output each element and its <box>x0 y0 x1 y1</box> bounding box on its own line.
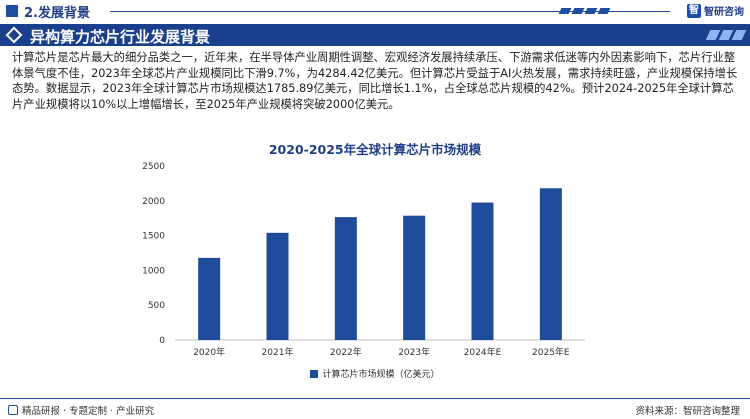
document-icon <box>8 405 18 415</box>
title-stripes-decoration <box>705 30 747 40</box>
x-tick-label: 2024年E <box>464 346 502 358</box>
y-axis: 0 500 1000 1500 2000 2500 <box>142 162 165 346</box>
page-title: 异构算力芯片行业发展背景 <box>30 28 211 46</box>
chart-title: 2020-2025年全球计算芯片市场规模 <box>268 142 482 157</box>
section-title: 2.发展背景 <box>24 6 90 21</box>
y-tick-label: 0 <box>159 336 165 346</box>
x-tick-label: 2020年 <box>193 346 225 358</box>
x-tick-label: 2025年E <box>532 346 570 358</box>
y-tick-label: 1000 <box>142 266 165 276</box>
chart-legend: 计算芯片市场规模（亿美元） <box>0 367 750 380</box>
footer-tagline: 精品研报 · 专题定制 · 产业研究 <box>22 406 155 417</box>
bar <box>403 215 426 340</box>
legend-swatch <box>310 370 319 378</box>
diamond-icon <box>5 26 23 44</box>
bar <box>266 232 289 340</box>
y-tick-label: 1500 <box>142 232 165 242</box>
bar <box>471 202 494 340</box>
header-divider <box>110 11 670 12</box>
title-bar: 异构算力芯片行业发展背景 <box>0 24 750 46</box>
x-tick-label: 2023年 <box>398 346 430 358</box>
legend-label: 计算芯片市场规模（亿美元） <box>322 370 440 380</box>
x-tick-label: 2022年 <box>330 346 362 358</box>
bars <box>198 188 562 340</box>
brand-logo: 智 智研咨询 <box>687 3 744 18</box>
bar <box>198 257 221 340</box>
intro-paragraph: 计算芯片是芯片最大的细分品类之一，近年来，在半导体产业周期性调整、宏观经济发展持… <box>12 51 738 111</box>
brand-icon: 智 <box>687 3 701 18</box>
footer: 精品研报 · 专题定制 · 产业研究 资料来源：智研咨询整理 <box>0 398 750 419</box>
x-tick-label: 2021年 <box>262 346 294 358</box>
y-tick-label: 2000 <box>142 197 165 207</box>
y-tick-label: 500 <box>148 301 165 311</box>
y-tick-label: 2500 <box>142 162 165 172</box>
bar-chart: 0 500 1000 1500 2000 2500 2020年 2021年 2022年 2023… <box>142 162 585 358</box>
header-dashes-decoration <box>558 8 611 14</box>
top-header: 2.发展背景 智 智研咨询 <box>0 0 750 22</box>
section-square-icon <box>6 5 18 17</box>
brand-name: 智研咨询 <box>704 7 744 18</box>
source-note: 资料来源：智研咨询整理 <box>635 406 740 417</box>
bar <box>334 217 357 340</box>
x-axis: 2020年 2021年 2022年 2023年 2024年E 2025年E <box>175 339 585 358</box>
bar <box>539 188 562 340</box>
footer-left: 精品研报 · 专题定制 · 产业研究 <box>8 403 154 417</box>
